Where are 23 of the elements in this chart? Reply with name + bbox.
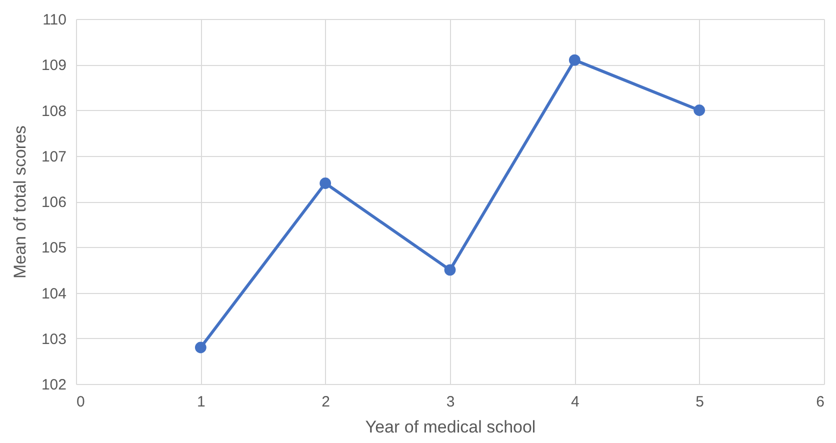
x-tick-label: 4 bbox=[570, 394, 580, 410]
y-tick-label: 105 bbox=[41, 240, 66, 257]
x-axis-title: Year of medical school bbox=[365, 418, 536, 436]
point bbox=[568, 54, 580, 66]
point bbox=[194, 342, 206, 354]
y-tick-label: 107 bbox=[41, 148, 66, 166]
y-tick-label: 106 bbox=[41, 194, 66, 211]
point bbox=[694, 104, 706, 116]
x-tick-label: 2 bbox=[322, 394, 330, 410]
x-tick-label: 5 bbox=[696, 394, 704, 410]
x-tick-label: 0 bbox=[76, 394, 85, 410]
y-axis-title: Mean of total scores bbox=[10, 125, 30, 279]
x-tick-label: 1 bbox=[196, 394, 206, 410]
x-tick-label: 3 bbox=[446, 394, 455, 410]
y-tick-label: 108 bbox=[41, 102, 66, 120]
y-tick-label: 110 bbox=[42, 12, 66, 28]
y-tick-label: 109 bbox=[41, 57, 66, 74]
x-tick-label: 6 bbox=[816, 394, 824, 410]
y-tick-label: 104 bbox=[41, 285, 66, 302]
point bbox=[320, 178, 332, 189]
point bbox=[444, 264, 456, 276]
y-tick-label: 103 bbox=[41, 330, 66, 348]
y-tick-label: 102 bbox=[41, 376, 66, 394]
